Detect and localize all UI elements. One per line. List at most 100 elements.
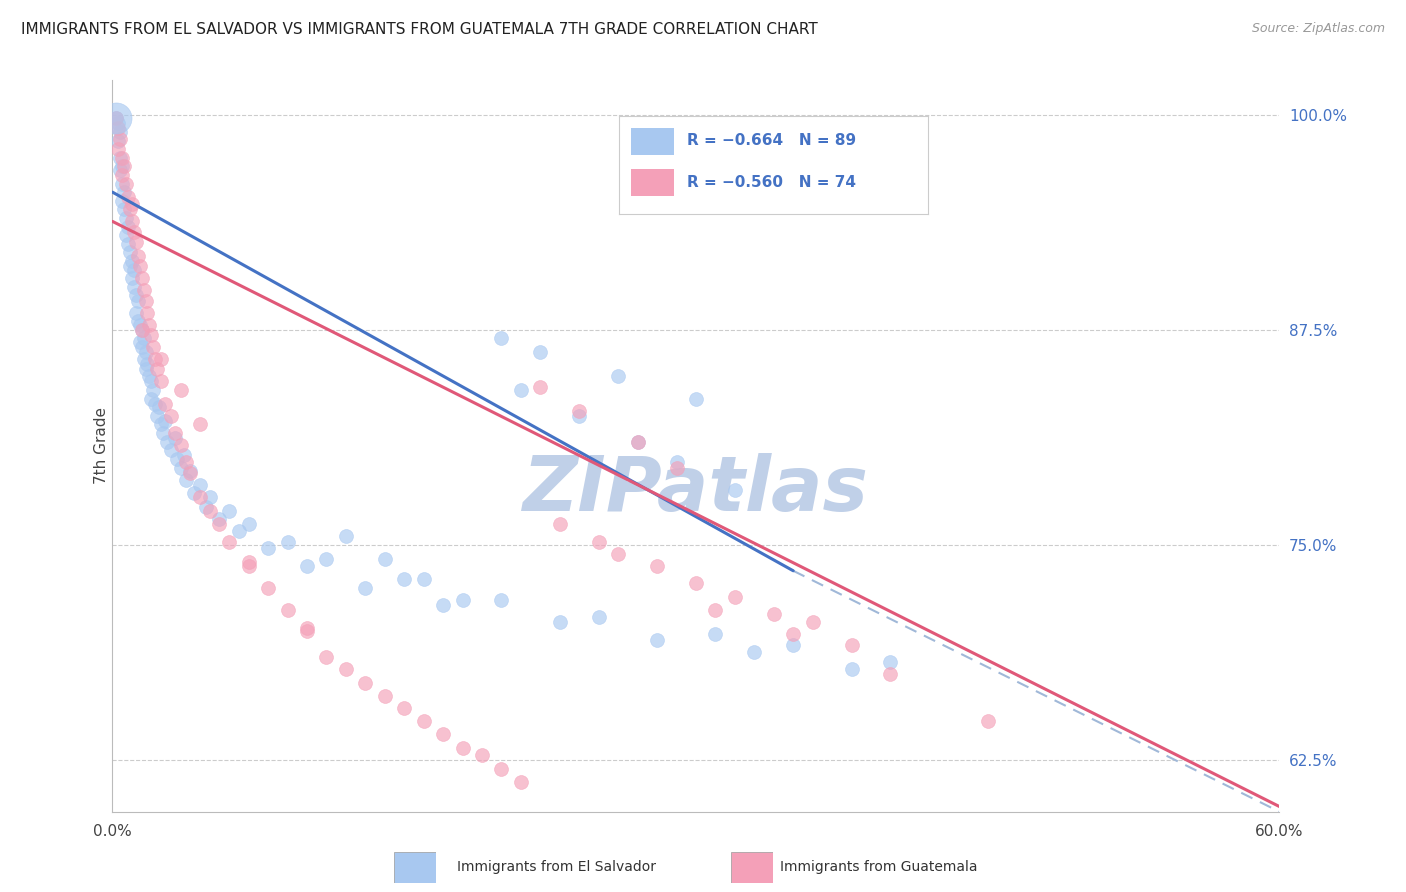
Point <box>125 235 148 249</box>
Point <box>782 638 804 652</box>
Point <box>153 397 176 411</box>
Point <box>782 627 804 641</box>
Point <box>491 762 513 776</box>
Point <box>295 624 318 638</box>
Point <box>131 271 153 285</box>
Point <box>118 259 141 273</box>
Point <box>128 318 150 332</box>
Point <box>142 340 165 354</box>
Text: R = −0.560   N = 74: R = −0.560 N = 74 <box>686 175 856 190</box>
Point <box>665 455 688 469</box>
Point <box>509 383 531 397</box>
Text: ZIPatlas: ZIPatlas <box>523 453 869 527</box>
Point <box>163 426 186 441</box>
Point <box>143 397 166 411</box>
Point <box>131 323 153 337</box>
Point <box>143 352 166 367</box>
Bar <box>631 169 675 196</box>
Point <box>588 610 610 624</box>
Point <box>142 383 165 397</box>
Point <box>107 116 129 130</box>
Point <box>179 466 201 480</box>
Point <box>228 524 250 539</box>
Point <box>115 211 138 225</box>
Point <box>117 219 139 234</box>
Point <box>218 534 240 549</box>
Point <box>471 747 494 762</box>
Point <box>135 345 157 359</box>
Point <box>152 426 174 441</box>
Point <box>568 403 591 417</box>
Point <box>169 460 191 475</box>
Point <box>146 409 169 423</box>
Point <box>354 581 377 595</box>
Point <box>127 249 149 263</box>
Point <box>107 121 129 136</box>
Point <box>568 409 591 423</box>
Point <box>160 443 183 458</box>
Point <box>117 236 139 251</box>
Point <box>132 331 155 345</box>
Point <box>150 417 173 432</box>
Bar <box>631 128 675 155</box>
Point <box>136 305 159 319</box>
Point <box>111 168 134 182</box>
Point <box>179 464 201 478</box>
Point <box>128 259 150 273</box>
Point <box>762 607 785 621</box>
Point <box>276 534 298 549</box>
Point <box>451 593 474 607</box>
Point <box>111 194 134 208</box>
Point <box>156 434 179 449</box>
Point <box>141 328 163 343</box>
Point <box>141 392 163 406</box>
Point <box>132 352 155 367</box>
Point <box>238 558 260 573</box>
Point <box>127 314 149 328</box>
Text: Immigrants from Guatemala: Immigrants from Guatemala <box>780 860 977 874</box>
Point <box>125 305 148 319</box>
Point <box>704 627 727 641</box>
Point <box>150 352 173 367</box>
Point <box>392 701 416 715</box>
Point <box>110 151 132 165</box>
Point <box>107 142 129 156</box>
Point <box>665 460 688 475</box>
Point <box>198 490 221 504</box>
Point <box>107 134 129 148</box>
Point <box>138 369 160 384</box>
Point <box>645 558 668 573</box>
Point <box>117 190 139 204</box>
Point <box>529 345 551 359</box>
Point <box>198 503 221 517</box>
Point <box>128 334 150 349</box>
Point <box>685 575 707 590</box>
Point <box>160 409 183 423</box>
Point <box>509 775 531 789</box>
Point <box>110 125 132 139</box>
Point <box>111 177 134 191</box>
Point <box>627 434 650 449</box>
Point <box>548 615 571 630</box>
Point <box>125 288 148 302</box>
Point <box>122 280 145 294</box>
Point <box>105 111 128 125</box>
Point <box>150 375 173 389</box>
Point <box>238 517 260 532</box>
Point <box>176 473 198 487</box>
Point <box>315 551 337 566</box>
Point <box>208 512 231 526</box>
Point <box>295 621 318 635</box>
Point <box>173 449 195 463</box>
Point <box>529 379 551 393</box>
Point <box>110 162 132 177</box>
Point <box>111 159 134 173</box>
Point <box>127 293 149 308</box>
Text: Immigrants from El Salvador: Immigrants from El Salvador <box>457 860 657 874</box>
Point <box>135 293 157 308</box>
Point <box>704 603 727 617</box>
Point <box>153 414 176 428</box>
Point <box>627 434 650 449</box>
Point <box>132 283 155 297</box>
Point <box>607 369 630 384</box>
